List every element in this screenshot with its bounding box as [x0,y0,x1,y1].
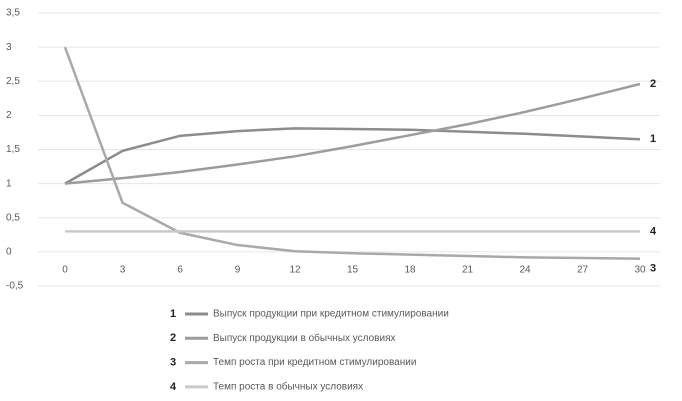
x-tick-label: 9 [235,265,241,276]
x-tick-label: 24 [519,265,531,276]
x-tick-label: 0 [62,265,68,276]
legend-key: 1 [170,308,176,320]
x-tick-label: 18 [404,265,416,276]
x-tick-label: 27 [577,265,589,276]
x-tick-label: 12 [289,265,301,276]
x-tick-label: 6 [177,265,183,276]
end-label: 3 [650,263,656,275]
x-tick-label: 30 [634,265,646,276]
y-tick-label: 0,5 [6,212,20,223]
end-label: 4 [650,225,657,237]
y-tick-label: 0 [6,247,12,258]
x-tick-label: 15 [347,265,359,276]
series-line [64,127,641,185]
legend-key: 4 [170,381,177,393]
y-tick-label: 1 [6,178,12,189]
x-tick-label: 21 [462,265,474,276]
end-label: 2 [650,78,656,90]
legend-label: Темп роста при кредитном стимулировании [213,357,416,368]
legend-key: 3 [170,357,176,369]
y-tick-label: 2 [6,110,12,121]
legend-label: Выпуск продукции при кредитном стимулиро… [213,309,449,320]
x-tick-label: 3 [120,265,126,276]
y-tick-label: 3,5 [6,8,20,19]
y-tick-label: -0,5 [6,281,24,292]
legend-key: 2 [170,332,176,344]
legend-label: Выпуск продукции в обычных условиях [213,332,396,344]
series-line [64,82,641,185]
y-tick-label: 1,5 [6,144,20,155]
series-line [63,46,641,260]
y-tick-label: 3 [6,42,12,53]
legend-label: Темп роста в обычных условиях [213,381,363,393]
end-label: 1 [650,133,656,145]
y-tick-label: 2,5 [6,76,20,87]
